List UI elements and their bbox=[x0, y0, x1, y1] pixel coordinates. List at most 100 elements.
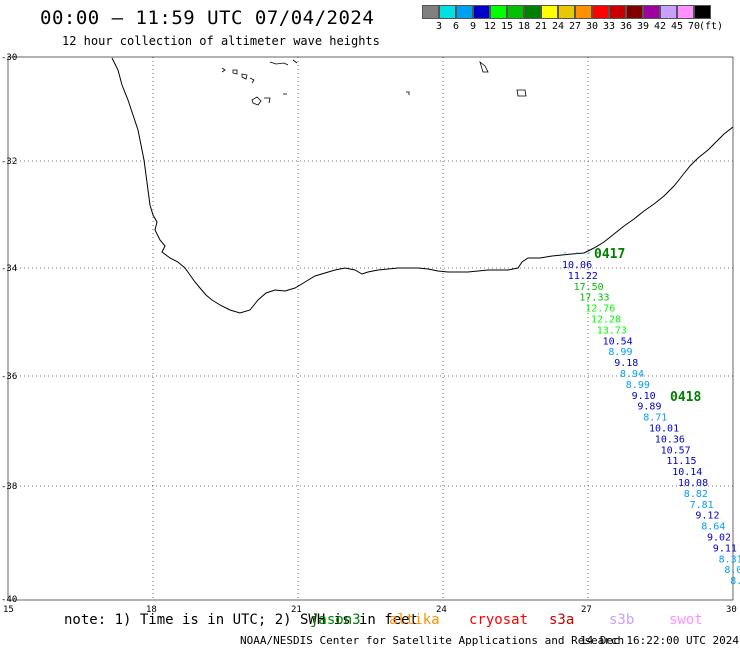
satellite-label: altika bbox=[389, 612, 440, 628]
wave-height-label: 8.31 bbox=[719, 554, 740, 565]
wave-height-label: 17.50 bbox=[574, 282, 604, 293]
wave-height-label: 9.89 bbox=[637, 402, 661, 413]
lon-label: 24 bbox=[436, 605, 447, 615]
footer-note: note: 1) Time is in UTC; 2) SWH is in fe… bbox=[64, 612, 419, 628]
legend-swatch bbox=[541, 5, 558, 19]
wave-height-label: 10.01 bbox=[649, 424, 679, 435]
wave-height-label: 11.22 bbox=[568, 271, 598, 282]
grid-lines bbox=[8, 57, 733, 600]
legend-swatch bbox=[456, 5, 473, 19]
legend-tick: 33 bbox=[602, 21, 616, 32]
lat-label: -34 bbox=[1, 264, 17, 274]
legend-swatch bbox=[507, 5, 524, 19]
legend-swatch bbox=[490, 5, 507, 19]
legend-swatch bbox=[660, 5, 677, 19]
legend-swatch bbox=[643, 5, 660, 19]
wave-height-label: 10.57 bbox=[661, 445, 691, 456]
wave-height-label: 9.18 bbox=[614, 358, 638, 369]
latitude-labels: -30 -32 -34 -36 -38 -40 bbox=[1, 53, 17, 605]
lon-label: 15 bbox=[3, 605, 14, 615]
lon-label: 18 bbox=[146, 605, 157, 615]
inland-features bbox=[221, 59, 527, 106]
wave-height-label: 10.06 bbox=[562, 260, 592, 271]
wave-height-label: 8.94 bbox=[620, 369, 644, 380]
legend-tick: 21 bbox=[534, 21, 548, 32]
legend-swatch bbox=[694, 5, 711, 19]
legend-tick: 15 bbox=[500, 21, 514, 32]
wave-height-label: 13.73 bbox=[597, 325, 627, 336]
wave-height-label: 10.08 bbox=[678, 478, 708, 489]
wave-height-labels: 10.0611.2217.5017.3312.7612.2813.7310.54… bbox=[562, 260, 740, 587]
satellite-label: jason3 bbox=[310, 612, 361, 628]
satellite-label: cryosat bbox=[469, 612, 529, 628]
legend-tick: 12 bbox=[483, 21, 497, 32]
wave-height-label: 11.15 bbox=[666, 456, 696, 467]
legend-tick: 18 bbox=[517, 21, 531, 32]
legend-tick: 30 bbox=[585, 21, 599, 32]
page-title: 00:00 – 11:59 UTC 07/04/2024 bbox=[40, 7, 375, 29]
lon-label: 21 bbox=[291, 605, 302, 615]
wave-height-label: 10.54 bbox=[603, 336, 633, 347]
lat-label: -36 bbox=[1, 372, 17, 382]
wave-height-label: 8.99 bbox=[608, 347, 632, 358]
legend-tick: 45 bbox=[670, 21, 684, 32]
credit-text: NOAA/NESDIS Center for Satellite Applica… bbox=[240, 634, 625, 647]
color-legend: 3 6 9 12 15 18 21 24 27 30 33 36 39 42 45 70 (ft) bbox=[422, 5, 723, 33]
wave-height-label: 12.76 bbox=[585, 304, 615, 315]
legend-swatch bbox=[558, 5, 575, 19]
pass-label: 0418 bbox=[670, 390, 701, 405]
wave-height-label: 8. bbox=[730, 576, 740, 587]
wave-height-label: 9.10 bbox=[632, 391, 656, 402]
wave-height-label: 9.02 bbox=[707, 533, 731, 544]
wave-height-label: 10.14 bbox=[672, 467, 702, 478]
legend-swatches bbox=[422, 5, 711, 19]
track-fragment: · · · bbox=[562, 248, 592, 259]
longitude-labels: 15 18 21 24 27 30 bbox=[3, 605, 737, 615]
legend-swatch bbox=[592, 5, 609, 19]
wave-height-label: 9.11 bbox=[713, 543, 737, 554]
page-subtitle: 12 hour collection of altimeter wave hei… bbox=[62, 34, 380, 48]
wave-height-label: 12.28 bbox=[591, 315, 621, 326]
legend-tick: (ft) bbox=[698, 21, 724, 32]
legend-ticks: 3 6 9 12 15 18 21 24 27 30 33 36 39 42 45 70 (ft) bbox=[422, 19, 723, 33]
credit-timestamp: 14 Dec 16:22:00 UTC 2024 bbox=[580, 634, 739, 647]
lon-label: 30 bbox=[726, 605, 737, 615]
legend-swatch bbox=[677, 5, 694, 19]
legend-swatch bbox=[473, 5, 490, 19]
wave-height-label: 8.82 bbox=[684, 489, 708, 500]
legend-tick: 24 bbox=[551, 21, 565, 32]
legend-tick: 36 bbox=[619, 21, 633, 32]
legend-swatch bbox=[439, 5, 456, 19]
legend-tick: 3 bbox=[435, 21, 443, 32]
wave-height-label: 8.0 bbox=[724, 565, 740, 576]
legend-tick: 39 bbox=[636, 21, 650, 32]
map-frame bbox=[7, 56, 734, 601]
legend-swatch bbox=[524, 5, 541, 19]
pass-label: 0417 bbox=[594, 247, 625, 262]
legend-tick: 42 bbox=[653, 21, 667, 32]
wave-height-label: 7.81 bbox=[690, 500, 714, 511]
wave-height-label: 8.64 bbox=[701, 522, 725, 533]
legend-swatch bbox=[422, 5, 439, 19]
legend-swatch bbox=[626, 5, 643, 19]
lat-label: -30 bbox=[1, 53, 17, 63]
wave-height-label: 17.33 bbox=[579, 293, 609, 304]
legend-swatch bbox=[575, 5, 592, 19]
satellite-label: swot bbox=[669, 612, 703, 628]
wave-height-label: 9.12 bbox=[695, 511, 719, 522]
legend-tick: 70 bbox=[687, 21, 701, 32]
lat-label: -32 bbox=[1, 157, 17, 167]
wave-height-label: 10.36 bbox=[655, 434, 685, 445]
legend-swatch bbox=[609, 5, 626, 19]
satellite-label: s3a bbox=[549, 612, 575, 628]
lat-label: -38 bbox=[1, 482, 17, 492]
legend-tick: 27 bbox=[568, 21, 582, 32]
wave-height-label: 8.99 bbox=[626, 380, 650, 391]
lat-label: -40 bbox=[1, 595, 17, 605]
coastline bbox=[111, 57, 734, 314]
legend-tick: 6 bbox=[452, 21, 460, 32]
lon-label: 27 bbox=[581, 605, 592, 615]
satellite-label: s3b bbox=[609, 612, 635, 628]
legend-tick: 9 bbox=[469, 21, 477, 32]
